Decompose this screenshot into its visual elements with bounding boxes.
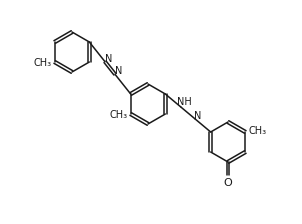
Text: N: N [115,66,123,76]
Text: NH: NH [177,97,192,108]
Text: N: N [194,111,202,121]
Text: O: O [223,178,232,188]
Text: CH₃: CH₃ [248,126,266,136]
Text: CH₃: CH₃ [34,58,52,68]
Text: CH₃: CH₃ [110,110,128,120]
Text: N: N [105,54,113,64]
